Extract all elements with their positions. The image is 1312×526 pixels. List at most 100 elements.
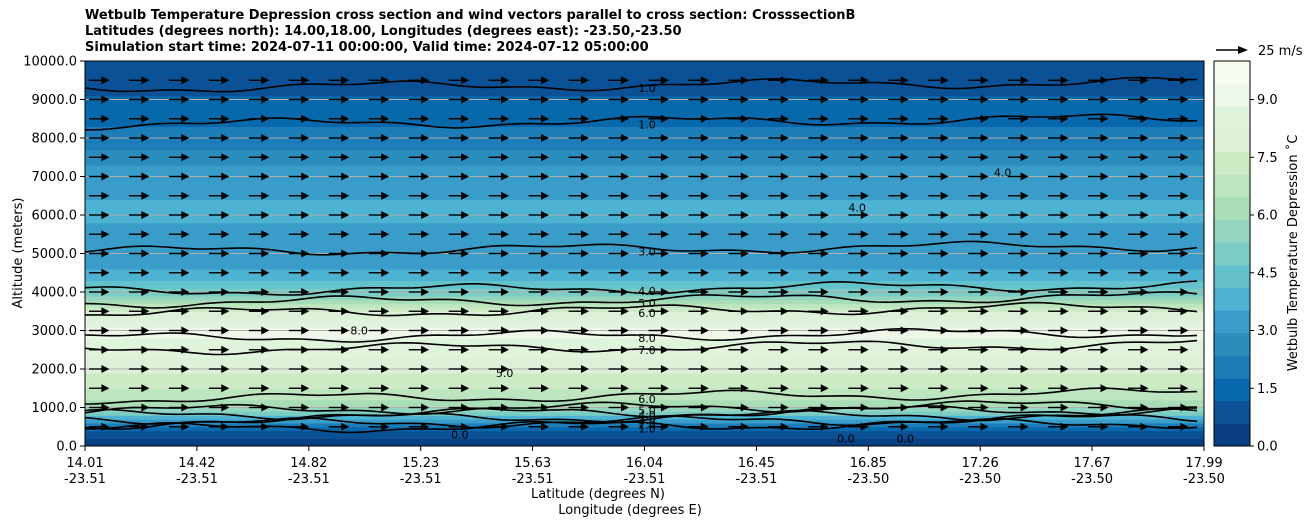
wind-vector-head: [820, 134, 829, 142]
wind-vector-head: [301, 345, 310, 354]
contour-label: 8.0: [638, 332, 656, 345]
contour-label: 0.0: [896, 432, 914, 445]
wind-vector-head: [381, 172, 390, 181]
y-tick-label: 0.0: [56, 440, 77, 455]
wind-vector-head: [501, 403, 510, 412]
x-tick-label-lat: 17.99: [1185, 456, 1222, 471]
wind-vector-head: [820, 307, 829, 316]
wind-vector-head: [341, 95, 350, 104]
wind-vector-head: [900, 403, 909, 412]
fill-band: [85, 365, 1204, 370]
wind-vector-head: [421, 384, 430, 393]
fill-band: [85, 442, 1204, 446]
wind-vector-head: [780, 345, 789, 354]
wind-vector-head: [580, 345, 589, 354]
wind-vector-head: [1180, 403, 1189, 412]
wind-vector-head: [1020, 153, 1029, 162]
wind-vector-head: [101, 134, 110, 142]
contour-label: 6.0: [638, 307, 656, 320]
wind-vector-head: [261, 288, 270, 296]
wind-vector-head: [501, 191, 510, 200]
wind-vector-head: [301, 422, 310, 431]
wind-vector-head: [101, 153, 110, 162]
wind-vector-head: [620, 249, 629, 258]
fill-band: [85, 149, 1204, 154]
wind-vector-head: [221, 76, 230, 85]
y-tick-label: 10000.0: [23, 55, 77, 70]
wind-vector-head: [740, 365, 749, 373]
wind-vector-head: [421, 191, 430, 200]
wind-vector-head: [541, 307, 550, 316]
x-tick-label-lon: -23.51: [512, 472, 554, 487]
fill-band: [85, 241, 1204, 247]
wind-vector-head: [940, 249, 949, 258]
wind-vector-head: [1140, 326, 1149, 335]
wind-vector-head: [1180, 114, 1189, 123]
fill-band: [85, 199, 1204, 205]
wind-vector-head: [381, 268, 390, 277]
fill-band: [85, 311, 1204, 316]
wind-vector-head: [1180, 345, 1189, 354]
wind-vector-head: [1020, 95, 1029, 104]
colorbar-segment: [1214, 287, 1250, 311]
wind-vector-head: [141, 76, 150, 85]
wind-vector-head: [501, 95, 510, 104]
wind-vector-head: [461, 114, 470, 123]
wind-vector-head: [341, 403, 350, 412]
wind-vector-head: [221, 268, 230, 277]
wind-vector-head: [660, 288, 669, 296]
wind-vector-head: [660, 268, 669, 277]
fill-band: [85, 184, 1204, 189]
contour-label: 8.0: [350, 325, 368, 338]
chart-title-line-1: Wetbulb Temperature Depression cross sec…: [85, 8, 856, 23]
wind-vector-head: [700, 288, 709, 296]
wind-vector-head: [980, 288, 989, 296]
fill-band: [85, 295, 1204, 301]
wind-vector-head: [700, 249, 709, 258]
wind-vector-head: [860, 345, 869, 354]
wind-vector-head: [700, 403, 709, 412]
wind-vector-head: [580, 230, 589, 239]
colorbar-tick-label: 1.5: [1257, 382, 1278, 397]
colorbar-tick-label: 3.0: [1257, 324, 1278, 339]
wind-vector-head: [1100, 422, 1109, 431]
wind-vector-head: [660, 172, 669, 181]
colorbar-segment: [1214, 83, 1250, 107]
x-tick-label-lon: -23.50: [1071, 472, 1113, 487]
wind-vector-head: [1100, 365, 1109, 373]
wind-vector-head: [1020, 211, 1029, 219]
wind-vector-head: [580, 268, 589, 277]
wind-vector-head: [461, 403, 470, 412]
wind-vector-head: [1100, 249, 1109, 258]
colorbar-segment: [1214, 106, 1250, 130]
fill-band: [85, 411, 1204, 416]
wind-vector-head: [501, 422, 510, 431]
y-tick-label: 6000.0: [32, 209, 78, 224]
wind-vector-head: [620, 211, 629, 219]
wind-vector-head: [900, 249, 909, 258]
wind-vector-head: [1140, 230, 1149, 239]
wind-vector-head: [381, 249, 390, 258]
wind-vector-head: [580, 288, 589, 296]
fill-band: [85, 369, 1204, 374]
colorbar-segment: [1214, 378, 1250, 402]
wind-vector-head: [1140, 403, 1149, 412]
contour-line: [85, 339, 1198, 356]
wind-vector-head: [541, 365, 550, 373]
wind-vector-head: [620, 307, 629, 316]
wind-vector-head: [501, 307, 510, 316]
wind-vector-head: [381, 134, 390, 142]
wind-vector-head: [261, 249, 270, 258]
wind-vector-head: [900, 345, 909, 354]
fill-band: [85, 161, 1204, 166]
wind-vector-head: [301, 326, 310, 335]
wind-vector-head: [301, 153, 310, 162]
wind-vector-head: [780, 384, 789, 393]
wind-vector-head: [181, 422, 190, 431]
wind-vector-head: [301, 114, 310, 123]
wind-vector-head: [980, 76, 989, 85]
wind-vector-head: [740, 76, 749, 85]
wind-vector-head: [740, 288, 749, 296]
wind-vector-head: [341, 230, 350, 239]
wind-vector-head: [181, 95, 190, 104]
